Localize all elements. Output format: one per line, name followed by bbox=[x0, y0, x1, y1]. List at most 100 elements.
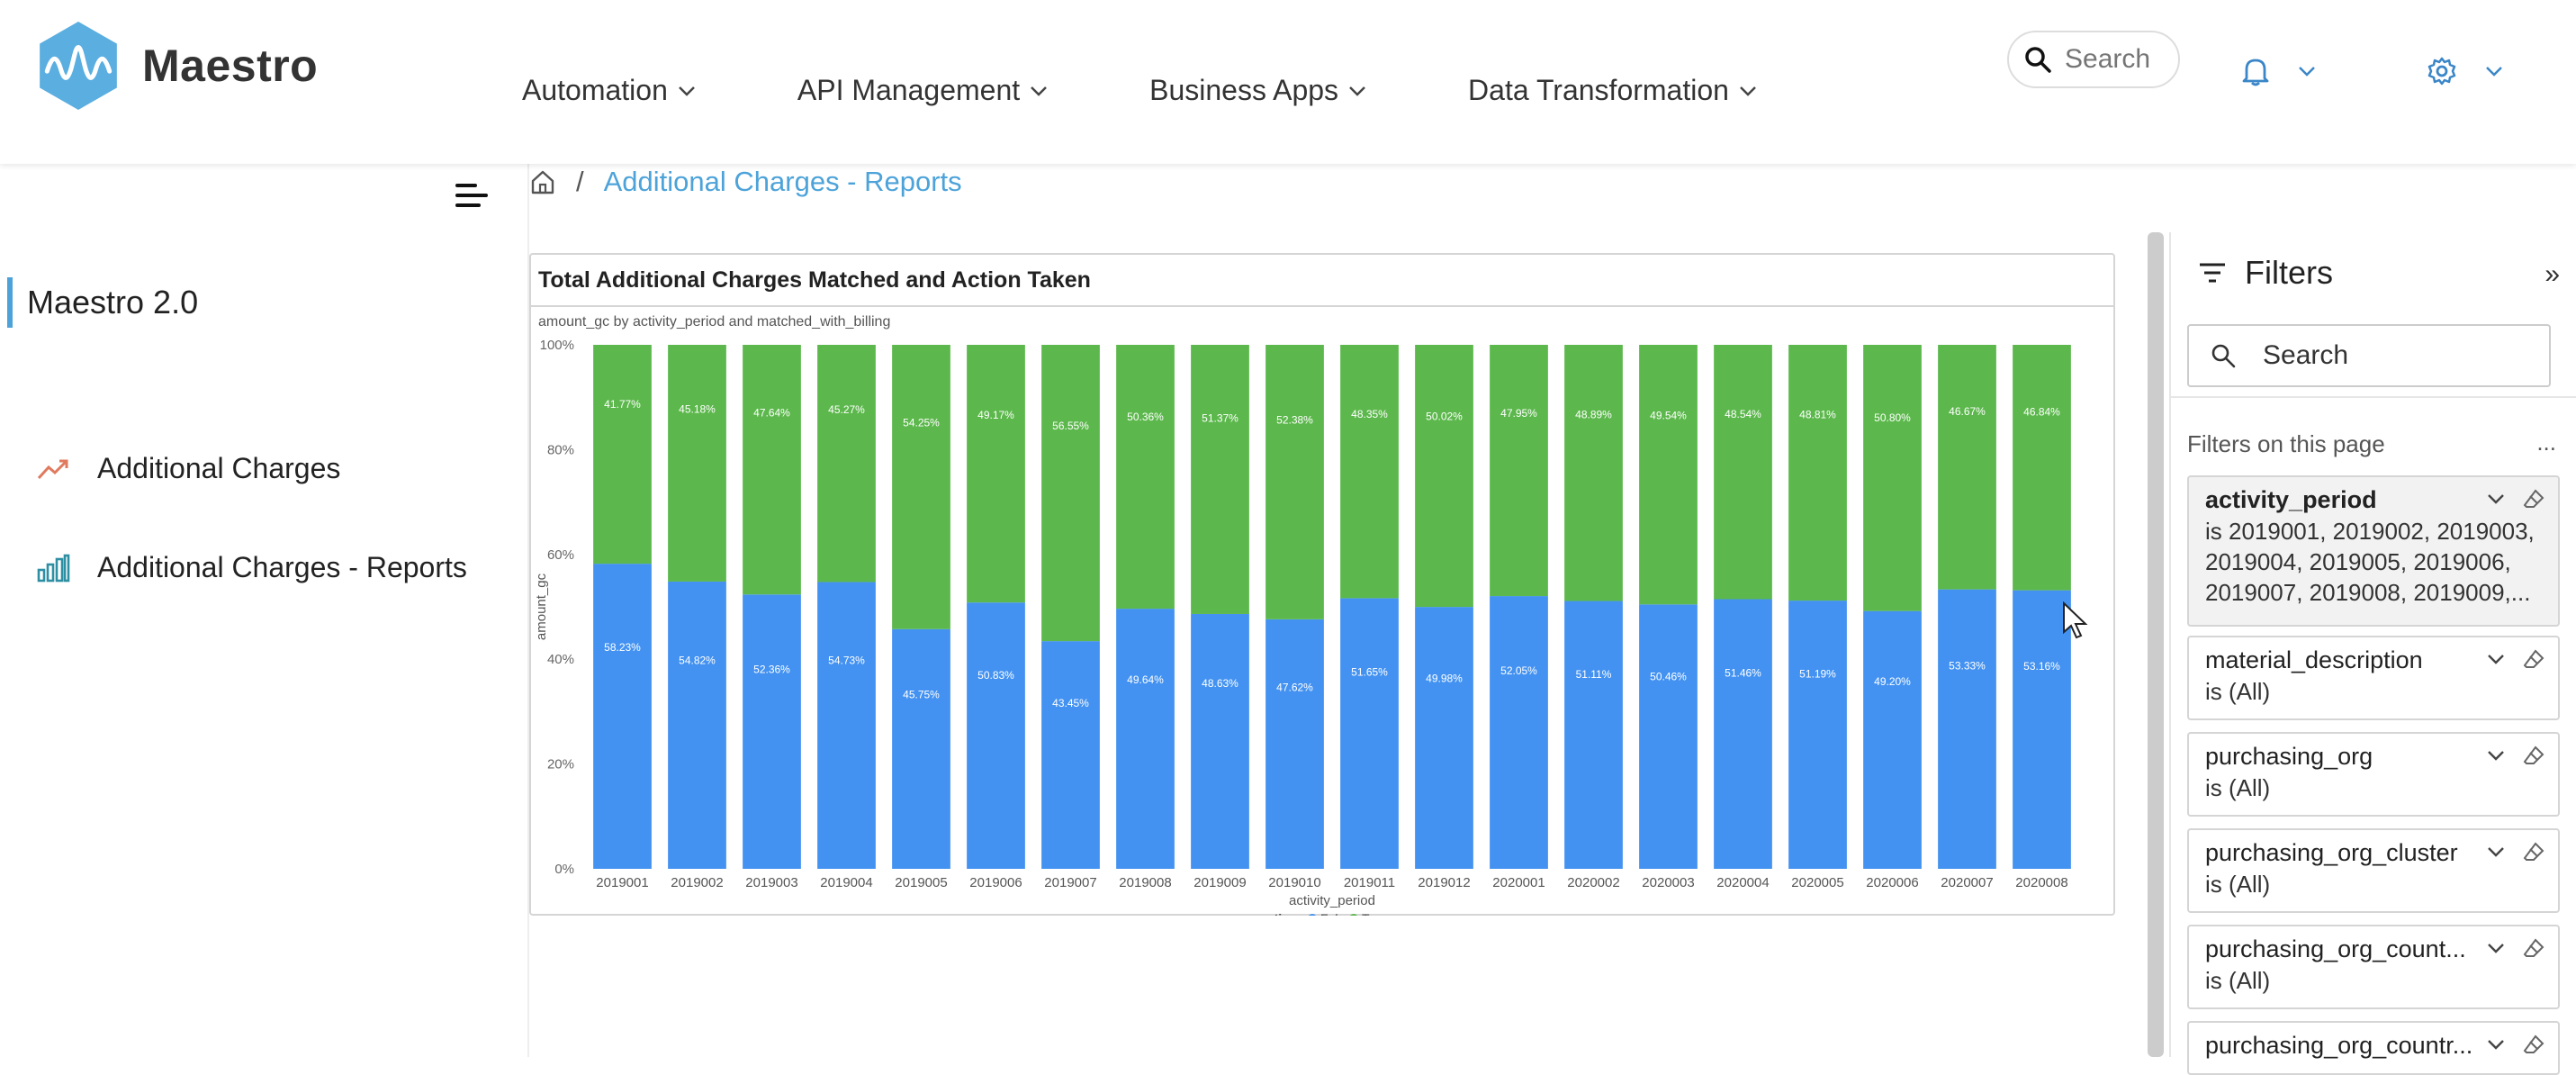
logo[interactable]: Maestro bbox=[32, 20, 318, 112]
x-tick-label: 2019007 bbox=[1044, 875, 1096, 890]
x-tick-label: 2019005 bbox=[895, 875, 947, 890]
bar-true[interactable] bbox=[1116, 345, 1175, 610]
more-options-icon[interactable]: ... bbox=[2536, 429, 2556, 456]
filter-card[interactable]: activity_period is 2019001, 2019002, 2019… bbox=[2187, 475, 2560, 627]
eraser-icon[interactable] bbox=[2522, 488, 2545, 510]
bar-true[interactable] bbox=[668, 345, 726, 582]
chevron-down-icon[interactable] bbox=[2486, 653, 2506, 665]
bar-false[interactable] bbox=[1415, 607, 1473, 869]
bar-false[interactable] bbox=[1788, 601, 1847, 869]
settings-menu[interactable] bbox=[2427, 56, 2504, 86]
bar-false[interactable] bbox=[1564, 601, 1623, 869]
bar-true[interactable] bbox=[1863, 345, 1922, 611]
notifications-menu[interactable] bbox=[2241, 56, 2317, 86]
stacked-bar-chart[interactable]: 0% 20% 40% 60% 80% 100% amount_gc 58.23% 41.77% 2… bbox=[531, 330, 2115, 916]
bar-false[interactable] bbox=[967, 602, 1025, 869]
bar-true[interactable] bbox=[1041, 345, 1100, 642]
bar-false[interactable] bbox=[892, 628, 950, 869]
bar-false[interactable] bbox=[1265, 619, 1324, 869]
bar-false[interactable] bbox=[1714, 599, 1772, 869]
bar-false[interactable] bbox=[1041, 641, 1100, 869]
nav-automation[interactable]: Automation bbox=[522, 74, 697, 107]
data-label: 45.18% bbox=[679, 403, 716, 416]
nav-data-transformation[interactable]: Data Transformation bbox=[1468, 74, 1758, 107]
bar-false[interactable] bbox=[1938, 589, 1996, 869]
bar-true[interactable] bbox=[967, 345, 1025, 603]
x-tick-label: 2019012 bbox=[1418, 875, 1470, 890]
bar-true[interactable] bbox=[1265, 345, 1324, 619]
filter-card[interactable]: purchasing_org_count... is (All) bbox=[2187, 925, 2560, 1009]
bar-false[interactable] bbox=[1490, 596, 1548, 869]
bar-true[interactable] bbox=[2013, 345, 2071, 591]
bar-true[interactable] bbox=[1415, 345, 1473, 608]
bar-true[interactable] bbox=[1639, 345, 1698, 605]
chevron-down-icon[interactable] bbox=[2486, 492, 2506, 505]
mouse-cursor-icon bbox=[2063, 601, 2088, 639]
home-icon[interactable] bbox=[529, 168, 556, 195]
eraser-icon[interactable] bbox=[2522, 841, 2545, 863]
legend-item[interactable]: True bbox=[1362, 911, 1387, 916]
bar-true[interactable] bbox=[1714, 345, 1772, 600]
bar-true[interactable] bbox=[1564, 345, 1623, 601]
filter-card[interactable]: purchasing_org_countr... bbox=[2187, 1021, 2560, 1075]
nav-api-management[interactable]: API Management bbox=[797, 74, 1049, 107]
bar-true[interactable] bbox=[1938, 345, 1996, 590]
data-label: 52.38% bbox=[1276, 413, 1313, 426]
filter-card-actions bbox=[2470, 488, 2545, 510]
bar-true[interactable] bbox=[892, 345, 950, 629]
bar-false[interactable] bbox=[593, 564, 652, 869]
expand-pane-icon[interactable]: » bbox=[2544, 259, 2560, 289]
x-tick-label: 2019011 bbox=[1344, 875, 1395, 890]
search-icon bbox=[2211, 344, 2236, 368]
bar-true[interactable] bbox=[1191, 345, 1249, 614]
chart-subtitle: amount_gc by activity_period and matched… bbox=[538, 314, 891, 330]
chart-visual[interactable]: Total Additional Charges Matched and Act… bbox=[529, 253, 2115, 916]
filter-field-name: activity_period bbox=[2205, 486, 2377, 513]
breadcrumb-current[interactable]: Additional Charges - Reports bbox=[603, 166, 962, 197]
nav-business-apps[interactable]: Business Apps bbox=[1149, 74, 1367, 107]
bar-false[interactable] bbox=[1863, 610, 1922, 869]
bar-true[interactable] bbox=[1340, 345, 1399, 599]
bar-false[interactable] bbox=[743, 594, 801, 869]
filters-search[interactable] bbox=[2187, 324, 2551, 387]
filter-card[interactable]: purchasing_org_cluster is (All) bbox=[2187, 828, 2560, 913]
report-scrollbar[interactable] bbox=[2148, 232, 2164, 1057]
x-tick-label: 2020005 bbox=[1791, 875, 1843, 890]
collapse-menu-icon[interactable] bbox=[454, 182, 490, 209]
bar-false[interactable] bbox=[1340, 598, 1399, 869]
search-input[interactable] bbox=[2065, 44, 2164, 75]
bar-true[interactable] bbox=[1788, 345, 1847, 601]
chevron-down-icon bbox=[678, 86, 695, 96]
sidebar-item-additional-charges[interactable]: Additional Charges bbox=[36, 452, 340, 485]
filter-card[interactable]: purchasing_org is (All) bbox=[2187, 732, 2560, 817]
eraser-icon[interactable] bbox=[2522, 745, 2545, 766]
data-label: 45.27% bbox=[828, 403, 865, 416]
nav-label: API Management bbox=[797, 74, 1021, 106]
filter-card[interactable]: material_description is (All) bbox=[2187, 636, 2560, 720]
bar-false[interactable] bbox=[1639, 604, 1698, 869]
legend-item[interactable]: False bbox=[1320, 911, 1351, 916]
bar-true[interactable] bbox=[593, 345, 652, 565]
sidebar-item-additional-charges-reports[interactable]: Additional Charges - Reports bbox=[36, 551, 467, 584]
bar-true[interactable] bbox=[817, 345, 876, 583]
filters-search-input[interactable] bbox=[2263, 340, 2533, 371]
eraser-icon[interactable] bbox=[2522, 1034, 2545, 1055]
bar-false[interactable] bbox=[668, 581, 726, 869]
eraser-icon[interactable] bbox=[2522, 648, 2545, 670]
chevron-down-icon[interactable] bbox=[2486, 749, 2506, 762]
chevron-down-icon[interactable] bbox=[2486, 1038, 2506, 1051]
global-search[interactable] bbox=[2007, 31, 2180, 88]
bar-false[interactable] bbox=[2013, 590, 2071, 869]
chevron-down-icon[interactable] bbox=[2486, 845, 2506, 858]
bar-false[interactable] bbox=[1191, 613, 1249, 869]
eraser-icon[interactable] bbox=[2522, 937, 2545, 959]
chart-title: Total Additional Charges Matched and Act… bbox=[531, 255, 2115, 307]
bar-true[interactable] bbox=[743, 345, 801, 595]
x-tick-label: 2020004 bbox=[1716, 875, 1769, 890]
chevron-down-icon[interactable] bbox=[2486, 942, 2506, 954]
bar-false[interactable] bbox=[817, 582, 876, 869]
data-label: 49.17% bbox=[977, 409, 1014, 421]
filter-field-name: purchasing_org_count... bbox=[2205, 935, 2466, 962]
bar-false[interactable] bbox=[1116, 609, 1175, 869]
bar-true[interactable] bbox=[1490, 345, 1548, 597]
